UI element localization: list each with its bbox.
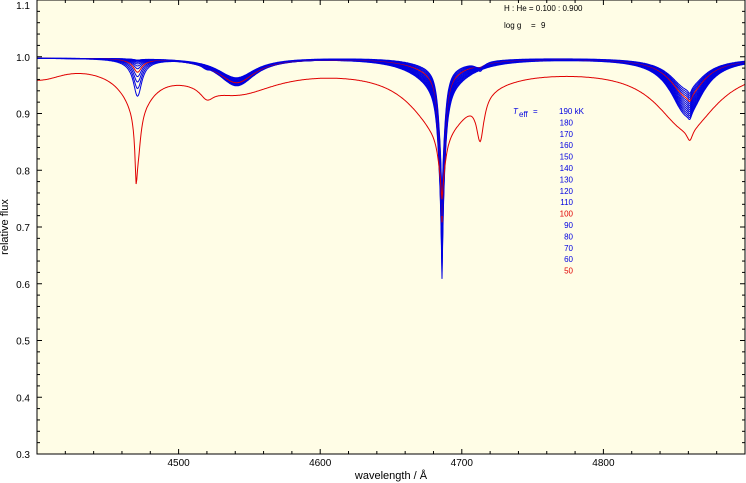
logg-label: log g — [504, 21, 521, 30]
x-tick-label: 4600 — [309, 458, 332, 469]
series-line-60 — [37, 57, 746, 198]
y-tick-label: 0.4 — [16, 393, 30, 404]
y-tick-label: 0.8 — [16, 166, 30, 177]
legend-entry-70: 70 — [564, 244, 573, 253]
y-tick-label: 1.1 — [16, 1, 30, 12]
x-axis-title: wavelength / Å — [354, 469, 428, 482]
legend-entry-160: 160 — [560, 141, 574, 150]
legend: 190 kK 180 170 160 150 140 130 120 110 100 90 80 70 6… — [559, 107, 585, 276]
logg-equals: = — [531, 21, 536, 30]
legend-entry-100: 100 — [560, 210, 574, 219]
logg-value: 9 — [541, 21, 546, 30]
series-line-50 — [37, 73, 746, 200]
legend-entry-110: 110 — [560, 198, 573, 207]
x-tick-label: 4500 — [167, 458, 190, 469]
legend-entry-60: 60 — [564, 255, 573, 264]
legend-entry-130: 130 — [560, 175, 574, 184]
y-tick-label: 0.7 — [16, 223, 30, 234]
legend-entry-50: 50 — [564, 267, 573, 276]
spectrum-curves — [37, 57, 746, 279]
y-axis-title: relative flux — [0, 199, 11, 255]
y-tick-label: 0.6 — [16, 280, 30, 291]
legend-entry-180: 180 — [560, 118, 574, 127]
abundance-annotation: H : He = 0.100 : 0.900 — [504, 4, 583, 13]
x-tick-label: 4800 — [592, 458, 615, 469]
axis-ticks: 4500 4600 4700 4800 0.3 0.4 0.5 0.6 0.7 0.8 0.9 1.0… — [16, 0, 745, 469]
legend-entry-140: 140 — [560, 164, 574, 173]
legend-entry-150: 150 — [560, 153, 574, 162]
teff-subscript: eff — [519, 110, 529, 119]
plot-background — [37, 0, 745, 454]
teff-symbol: T — [513, 107, 519, 116]
y-tick-label: 1.0 — [16, 53, 30, 64]
y-tick-label: 0.3 — [16, 450, 30, 461]
legend-entry-120: 120 — [560, 187, 574, 196]
y-tick-label: 0.9 — [16, 110, 30, 121]
y-tick-label: 0.5 — [16, 337, 30, 348]
legend-entry-80: 80 — [564, 232, 573, 241]
legend-entry-170: 170 — [560, 130, 574, 139]
x-tick-label: 4700 — [451, 458, 474, 469]
teff-equals: = — [533, 107, 538, 116]
legend-entry-190: 190 kK — [559, 107, 585, 116]
legend-entry-90: 90 — [564, 221, 573, 230]
